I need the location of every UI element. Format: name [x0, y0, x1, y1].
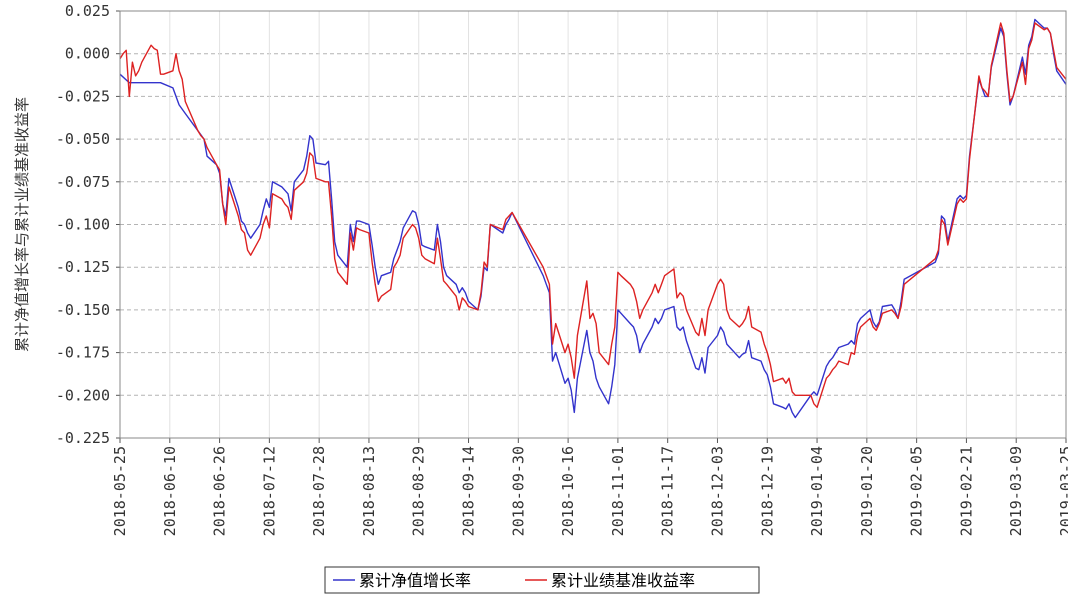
x-tick-label: 2019-03-09: [1007, 446, 1025, 536]
x-tick-label: 2018-10-16: [559, 446, 577, 536]
legend-label-nav-growth: 累计净值增长率: [359, 571, 471, 590]
y-tick-label: 0.000: [65, 45, 110, 63]
series-line-benchmark-return: [119, 22, 1067, 408]
legend: 累计净值增长率 累计业绩基准收益率: [324, 566, 760, 594]
y-tick-label: -0.125: [56, 258, 110, 276]
x-tick-label: 2018-05-25: [111, 446, 129, 536]
y-axis-title: 累计净值增长率与累计业绩基准收益率: [13, 97, 31, 352]
x-tick-label: 2018-09-30: [509, 446, 527, 536]
x-tick-label: 2019-01-04: [808, 446, 826, 536]
x-tick-label: 2018-11-01: [609, 446, 627, 536]
y-tick-label: -0.225: [56, 429, 110, 447]
y-tick-label: -0.100: [56, 216, 110, 234]
x-tick-label: 2018-09-14: [460, 446, 478, 536]
plot-area-frame: [119, 10, 1067, 439]
series-lines: [119, 18, 1067, 419]
x-tick-label: 2018-08-13: [360, 446, 378, 536]
y-tick-label: 0.025: [65, 2, 110, 20]
x-tick-label: 2019-02-05: [908, 446, 926, 536]
x-tick-label: 2018-12-03: [708, 446, 726, 536]
legend-label-benchmark-return: 累计业绩基准收益率: [551, 571, 695, 590]
x-tick-label: 2018-07-28: [310, 446, 328, 536]
y-tick-label: -0.025: [56, 87, 110, 105]
x-tick-label: 2018-07-12: [260, 446, 278, 536]
y-axis-ticks: 0.025 0.000 -0.025 -0.050 -0.075 -0.100 -0.125…: [56, 2, 120, 447]
y-tick-label: -0.150: [56, 301, 110, 319]
x-tick-label: 2019-01-20: [858, 446, 876, 536]
x-tick-label: 2018-06-10: [161, 446, 179, 536]
y-tick-label: -0.175: [56, 344, 110, 362]
x-tick-label: 2018-06-26: [211, 446, 229, 536]
x-tick-label: 2019-02-21: [957, 446, 975, 536]
y-tick-label: -0.200: [56, 386, 110, 404]
series-line-nav-growth: [119, 18, 1067, 419]
x-tick-label: 2018-11-17: [659, 446, 677, 536]
x-tick-label: 2018-12-19: [758, 446, 776, 536]
y-tick-label: -0.075: [56, 173, 110, 191]
x-tick-label: 2019-03-25: [1057, 446, 1068, 536]
x-axis-ticks: 2018-05-25 2018-06-10 2018-06-26 2018-07-12…: [111, 438, 1068, 536]
y-tick-label: -0.050: [56, 130, 110, 148]
x-tick-label: 2018-08-29: [410, 446, 428, 536]
